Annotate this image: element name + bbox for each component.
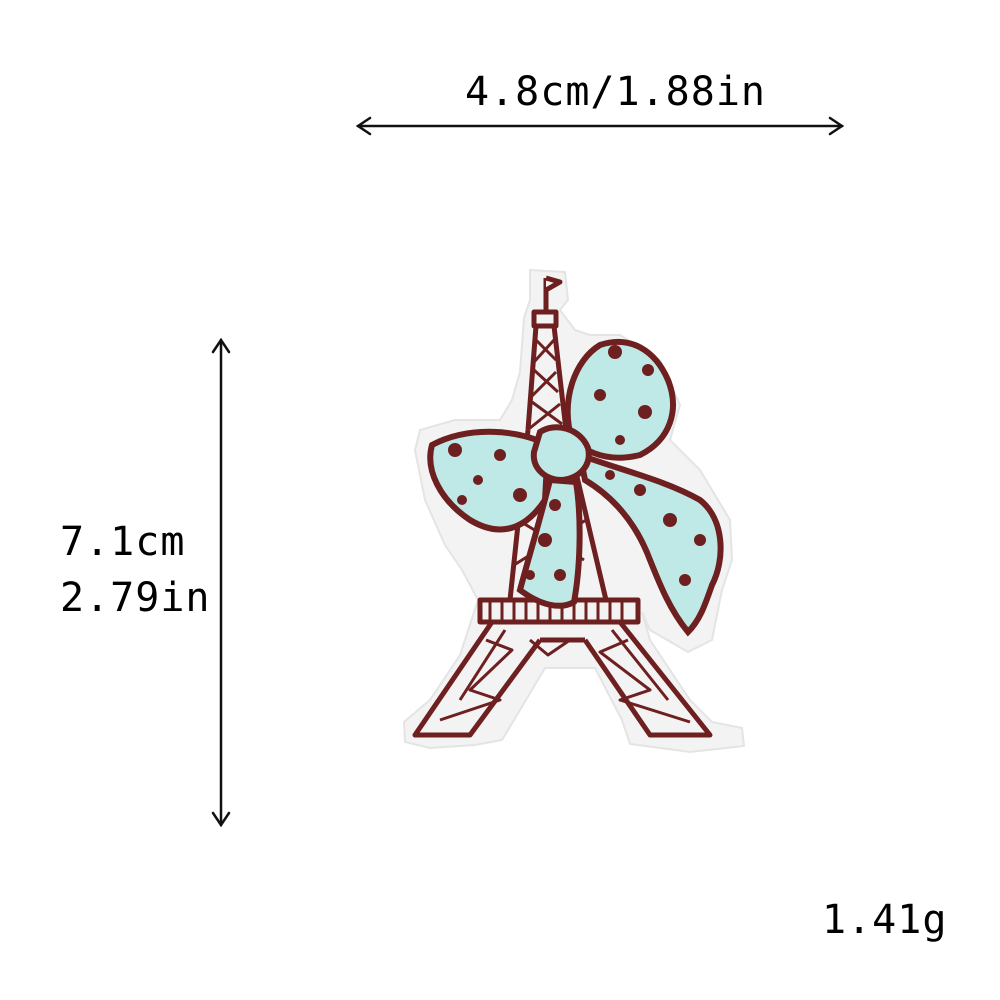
height-in-label: 2.79in [60, 575, 211, 621]
height-cm-label: 7.1cm [60, 519, 186, 565]
width-arrow-icon [355, 116, 845, 136]
width-label: 4.8cm/1.88in [465, 69, 766, 115]
weight-label: 1.41g [822, 897, 948, 943]
bow-polka-dots [448, 345, 706, 586]
eiffel-tower [412, 275, 713, 738]
bow-left-loop [427, 428, 552, 533]
bow [427, 338, 724, 637]
bow-knot [530, 424, 592, 484]
height-arrow-icon [211, 337, 231, 828]
bow-right-tail [575, 450, 724, 637]
